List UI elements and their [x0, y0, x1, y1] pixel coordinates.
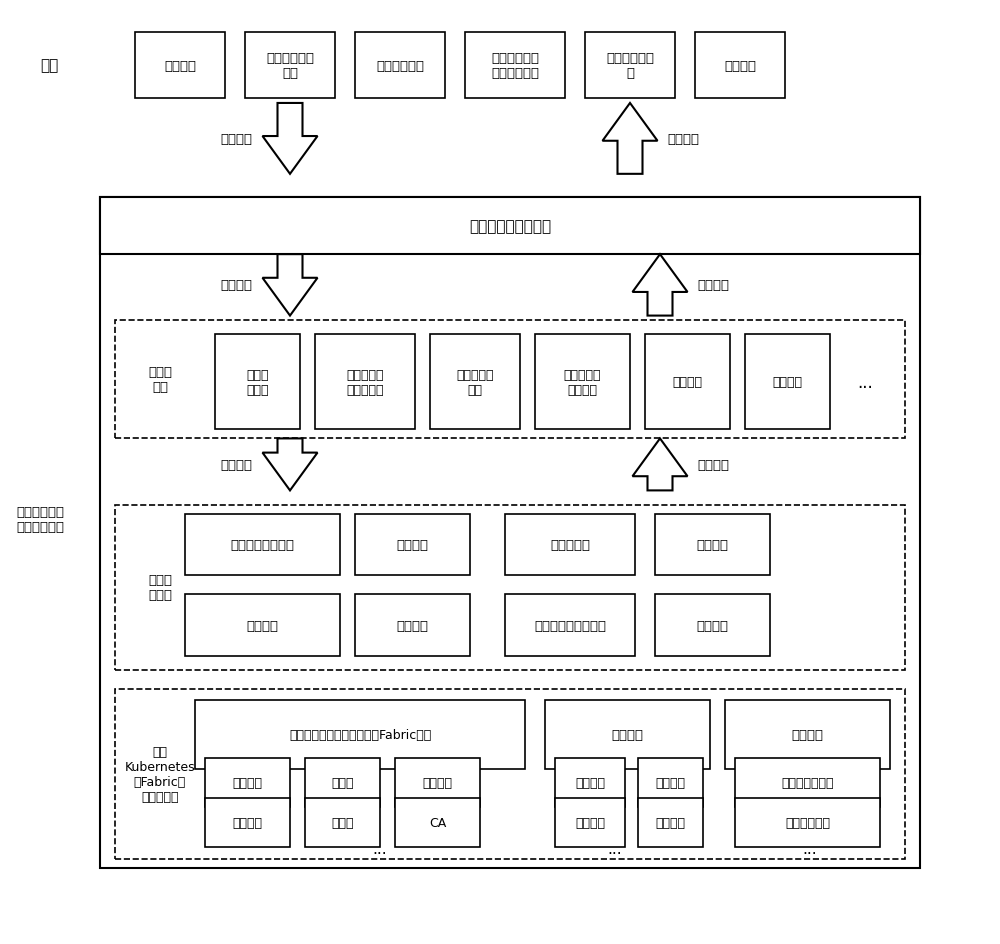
Text: CA: CA — [429, 816, 446, 829]
FancyBboxPatch shape — [305, 758, 380, 807]
Text: 数据上链与
校验合约: 数据上链与 校验合约 — [564, 368, 601, 396]
FancyBboxPatch shape — [115, 505, 905, 670]
FancyBboxPatch shape — [355, 595, 470, 656]
FancyBboxPatch shape — [585, 33, 675, 99]
Text: 地方政府: 地方政府 — [724, 59, 756, 73]
Text: 磋商合约: 磋商合约 — [772, 376, 802, 389]
Text: 安全保障: 安全保障 — [246, 619, 278, 632]
FancyBboxPatch shape — [555, 798, 625, 847]
FancyBboxPatch shape — [115, 689, 905, 859]
FancyBboxPatch shape — [305, 798, 380, 847]
Text: 去中心化文件管理: 去中心化文件管理 — [230, 539, 294, 551]
Text: 合约调用: 合约调用 — [220, 279, 252, 292]
Text: 多方签约: 多方签约 — [575, 776, 605, 789]
Text: ...: ... — [608, 841, 622, 856]
Text: 合约管理: 合约管理 — [696, 539, 728, 551]
Text: 多式联运系统中各参与方的Fabric节点: 多式联运系统中各参与方的Fabric节点 — [289, 729, 431, 741]
FancyBboxPatch shape — [185, 514, 340, 576]
FancyBboxPatch shape — [465, 33, 565, 99]
FancyBboxPatch shape — [135, 33, 225, 99]
FancyBboxPatch shape — [395, 758, 480, 807]
Text: 锚节点: 锚节点 — [331, 816, 354, 829]
Text: 管控指令: 管控指令 — [220, 133, 252, 145]
FancyBboxPatch shape — [745, 335, 830, 430]
Text: 港口转运企业: 港口转运企业 — [376, 59, 424, 73]
Text: 节点响应: 节点响应 — [220, 459, 252, 471]
Polygon shape — [633, 255, 688, 316]
Text: 排序节点: 排序节点 — [422, 776, 452, 789]
FancyBboxPatch shape — [505, 514, 635, 576]
FancyBboxPatch shape — [735, 758, 880, 807]
FancyBboxPatch shape — [205, 798, 290, 847]
Text: 大宗商品生产
企业: 大宗商品生产 企业 — [266, 52, 314, 80]
FancyBboxPatch shape — [115, 321, 905, 439]
Text: 查看区块链信息: 查看区块链信息 — [781, 776, 834, 789]
Text: 加密数据: 加密数据 — [698, 279, 730, 292]
FancyBboxPatch shape — [655, 514, 770, 576]
Text: 加密数据: 加密数据 — [668, 133, 700, 145]
Text: ...: ... — [857, 373, 873, 392]
FancyBboxPatch shape — [725, 700, 890, 769]
Text: 数据校验: 数据校验 — [656, 816, 686, 829]
Text: 系统链码: 系统链码 — [792, 729, 824, 741]
Text: 数据上链: 数据上链 — [575, 816, 605, 829]
FancyBboxPatch shape — [185, 595, 340, 656]
FancyBboxPatch shape — [100, 198, 920, 868]
FancyBboxPatch shape — [505, 595, 635, 656]
FancyBboxPatch shape — [645, 335, 730, 430]
FancyBboxPatch shape — [100, 198, 920, 255]
FancyBboxPatch shape — [205, 758, 290, 807]
Text: 查看账本信息: 查看账本信息 — [785, 816, 830, 829]
Text: 用户: 用户 — [40, 59, 58, 74]
Text: 多方签
约合约: 多方签 约合约 — [246, 368, 269, 396]
Text: 加密数据: 加密数据 — [698, 459, 730, 471]
Polygon shape — [262, 439, 318, 491]
Polygon shape — [633, 439, 688, 491]
Polygon shape — [262, 255, 318, 316]
Text: ...: ... — [373, 841, 387, 856]
FancyBboxPatch shape — [355, 514, 470, 576]
Text: 区块链
核心层: 区块链 核心层 — [148, 574, 172, 601]
Text: 支付、贷款
合约: 支付、贷款 合约 — [456, 368, 494, 396]
Text: 基于区块链的
多式联运系统: 基于区块链的 多式联运系统 — [16, 505, 64, 533]
Text: 业务数据功能接口层: 业务数据功能接口层 — [469, 219, 551, 234]
Text: 一键部署: 一键部署 — [396, 539, 428, 551]
Text: 基于
Kubernetes
的Fabric基
础设施平台: 基于 Kubernetes 的Fabric基 础设施平台 — [125, 745, 195, 803]
FancyBboxPatch shape — [545, 700, 710, 769]
Text: 银行、保险企
业: 银行、保险企 业 — [606, 52, 654, 80]
FancyBboxPatch shape — [535, 335, 630, 430]
Text: 身份管理与访问控制: 身份管理与访问控制 — [534, 619, 606, 632]
FancyBboxPatch shape — [430, 335, 520, 430]
Text: 物流信息跟
踪追溯合约: 物流信息跟 踪追溯合约 — [346, 368, 384, 396]
FancyBboxPatch shape — [215, 335, 300, 430]
Polygon shape — [602, 104, 658, 175]
Text: 物流跟踪: 物流跟踪 — [656, 776, 686, 789]
FancyBboxPatch shape — [195, 700, 525, 769]
FancyBboxPatch shape — [638, 798, 703, 847]
Text: 跨链技术: 跨链技术 — [396, 619, 428, 632]
Text: 业务合
约层: 业务合 约层 — [148, 366, 172, 394]
FancyBboxPatch shape — [555, 758, 625, 807]
Text: 主节点: 主节点 — [331, 776, 354, 789]
Text: 公路、海运、
航空运输企业: 公路、海运、 航空运输企业 — [491, 52, 539, 80]
Text: 承运企业: 承运企业 — [164, 59, 196, 73]
Text: 业务链码: 业务链码 — [612, 729, 644, 741]
Text: 可视化管理: 可视化管理 — [550, 539, 590, 551]
FancyBboxPatch shape — [695, 33, 785, 99]
FancyBboxPatch shape — [735, 798, 880, 847]
FancyBboxPatch shape — [655, 595, 770, 656]
FancyBboxPatch shape — [395, 798, 480, 847]
Text: 记账节点: 记账节点 — [232, 776, 262, 789]
Text: 背书节点: 背书节点 — [232, 816, 262, 829]
FancyBboxPatch shape — [315, 335, 415, 430]
Text: ...: ... — [803, 841, 817, 856]
Text: 保险合约: 保险合约 — [672, 376, 702, 389]
Polygon shape — [262, 104, 318, 175]
Text: 数据存储: 数据存储 — [696, 619, 728, 632]
FancyBboxPatch shape — [355, 33, 445, 99]
FancyBboxPatch shape — [245, 33, 335, 99]
FancyBboxPatch shape — [638, 758, 703, 807]
